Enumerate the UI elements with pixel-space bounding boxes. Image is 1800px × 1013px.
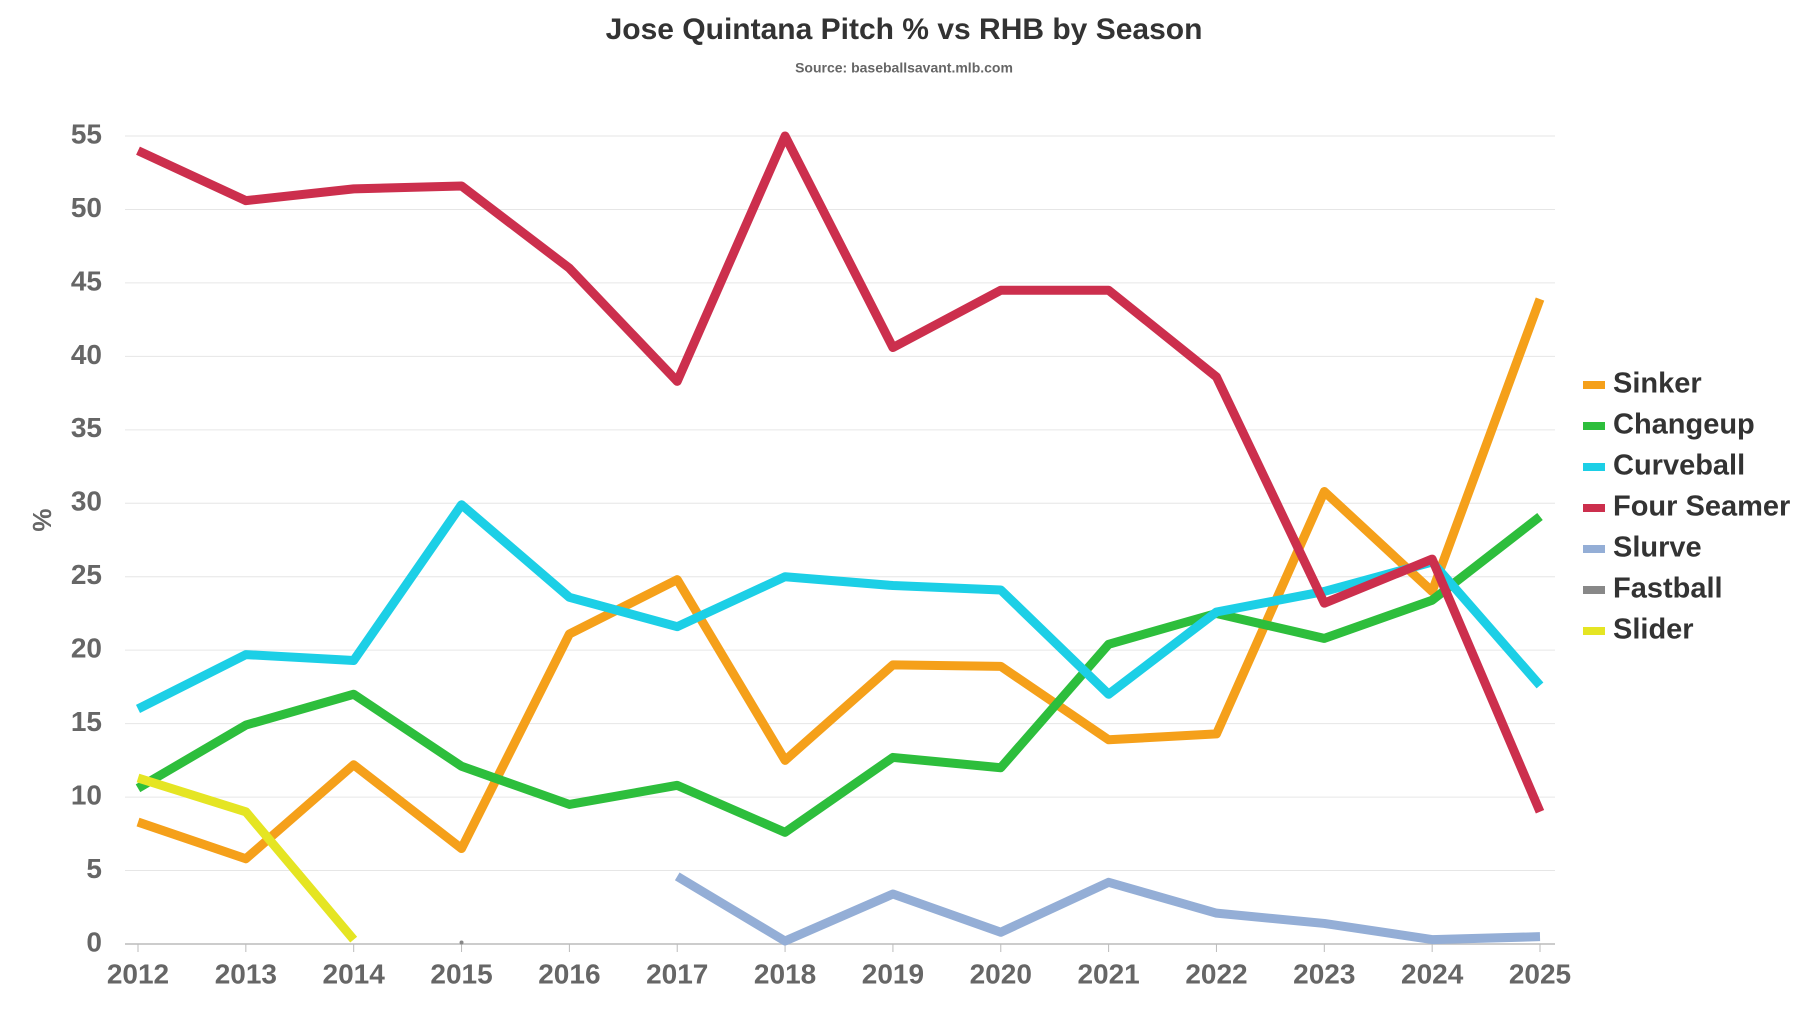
- y-tick-label: 50: [71, 192, 102, 223]
- series-line: [136, 131, 1545, 814]
- y-axis-label: %: [27, 508, 57, 531]
- series-line: [135, 512, 1543, 837]
- y-tick-label: 25: [71, 559, 102, 590]
- x-tick-label: 2012: [107, 958, 169, 989]
- y-tick-label: 30: [71, 486, 102, 517]
- legend-label: Slurve: [1613, 532, 1702, 564]
- x-tick-label: 2015: [430, 958, 492, 989]
- x-tick-label: 2021: [1077, 958, 1139, 989]
- legend-label: Sinker: [1613, 368, 1702, 400]
- y-tick-label: 5: [86, 853, 102, 884]
- x-tick-label: 2013: [215, 958, 277, 989]
- legend-label: Fastball: [1613, 573, 1723, 605]
- x-tick-label: 2024: [1401, 958, 1464, 989]
- y-tick-label: 20: [71, 633, 102, 664]
- legend-label: Slider: [1613, 614, 1694, 646]
- y-tick-label: 0: [86, 926, 102, 957]
- x-tick-label: 2018: [754, 958, 816, 989]
- x-tick-label: 2022: [1185, 958, 1247, 989]
- legend-label: Changeup: [1613, 409, 1755, 441]
- x-tick-label: 2014: [323, 958, 386, 989]
- chart-subtitle: Source: baseballsavant.mlb.com: [795, 60, 1013, 76]
- y-tick-label: 10: [71, 779, 102, 810]
- x-tick-label: 2025: [1509, 958, 1571, 989]
- legend-label: Curveball: [1613, 450, 1745, 482]
- series-line: [136, 297, 1545, 864]
- x-tick-label: 2020: [970, 958, 1032, 989]
- series-line: [135, 500, 1544, 713]
- y-tick-label: 55: [71, 118, 102, 149]
- series-line: [136, 773, 358, 943]
- y-tick-label: 15: [71, 706, 102, 737]
- y-tick-label: 45: [71, 265, 102, 296]
- y-tick-label: 35: [71, 412, 102, 443]
- x-tick-label: 2019: [862, 958, 924, 989]
- x-tick-label: 2016: [538, 958, 600, 989]
- x-tick-label: 2017: [646, 958, 708, 989]
- series-line: [674, 872, 1541, 946]
- y-tick-label: 40: [71, 339, 102, 370]
- chart-title: Jose Quintana Pitch % vs RHB by Season: [606, 13, 1203, 46]
- legend-label: Four Seamer: [1613, 491, 1790, 523]
- x-tick-label: 2023: [1293, 958, 1355, 989]
